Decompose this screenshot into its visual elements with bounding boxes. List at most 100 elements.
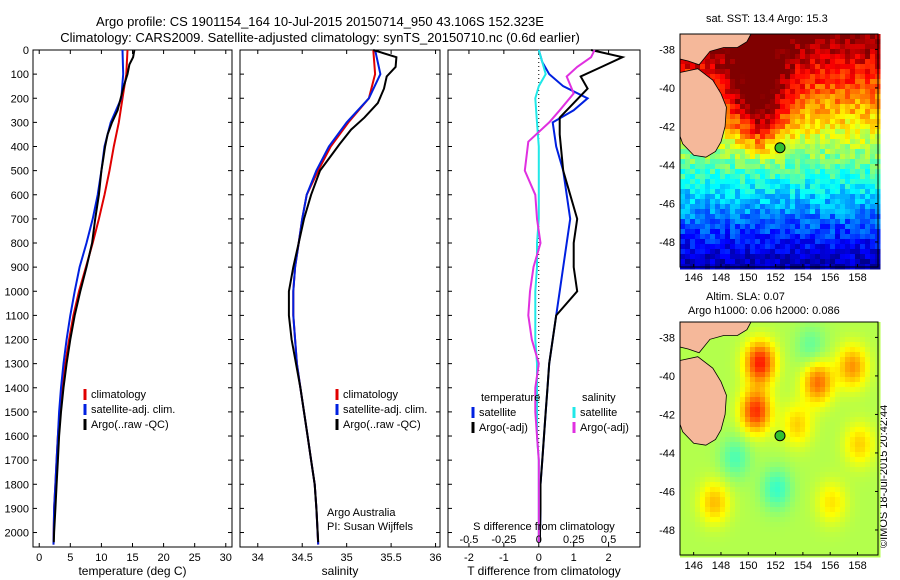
map-cell	[785, 149, 791, 155]
map-cell	[745, 129, 751, 135]
map-cell	[780, 382, 786, 388]
map-cell	[870, 347, 876, 353]
map-cell	[720, 482, 726, 488]
map-cell	[765, 169, 771, 175]
map-cell	[745, 124, 751, 130]
map-cell	[780, 104, 786, 110]
map-cell	[805, 154, 811, 160]
map-cell	[855, 94, 861, 100]
map-cell	[820, 139, 826, 145]
map-cell	[820, 34, 826, 40]
map-cell	[795, 477, 801, 483]
map-cell	[850, 492, 856, 498]
map-cell	[785, 199, 791, 205]
map-cell	[790, 139, 796, 145]
map-cell	[680, 352, 686, 358]
map-cell	[765, 119, 771, 125]
map-cell	[795, 462, 801, 468]
map-cell	[715, 337, 721, 343]
map-xtick-label: 148	[712, 272, 730, 284]
map-cell	[785, 422, 791, 428]
map-cell	[730, 337, 736, 343]
map-cell	[810, 219, 816, 225]
map-cell	[730, 442, 736, 448]
map-cell	[825, 547, 831, 553]
map-cell	[730, 467, 736, 473]
map-cell	[695, 482, 701, 488]
map-cell	[770, 392, 776, 398]
map-cell	[855, 322, 861, 328]
map-cell	[810, 149, 816, 155]
map-cell	[780, 124, 786, 130]
map-cell	[870, 547, 876, 553]
map-cell	[740, 174, 746, 180]
map-cell	[735, 239, 741, 245]
map-cell	[855, 234, 861, 240]
map-cell	[705, 174, 711, 180]
map-cell	[700, 239, 706, 245]
map-cell	[830, 522, 836, 528]
map-cell	[685, 457, 691, 463]
map-cell	[815, 347, 821, 353]
map-cell	[680, 194, 686, 200]
map-cell	[860, 432, 866, 438]
map-cell	[855, 427, 861, 433]
map-cell	[810, 477, 816, 483]
salinity-series-argo-raw-qc-	[287, 49, 398, 543]
map-cell	[790, 254, 796, 260]
map-cell	[730, 249, 736, 255]
map-cell	[790, 422, 796, 428]
map-cell	[805, 372, 811, 378]
map-cell	[785, 377, 791, 383]
map-cell	[775, 234, 781, 240]
map-cell	[800, 417, 806, 423]
map-cell	[690, 507, 696, 513]
map-cell	[825, 517, 831, 523]
tasmania-land	[679, 68, 727, 158]
map-cell	[855, 119, 861, 125]
map-cell	[765, 214, 771, 220]
map-cell	[830, 99, 836, 105]
map-cell	[850, 397, 856, 403]
map-cell	[820, 477, 826, 483]
map-cell	[840, 34, 846, 40]
map-cell	[685, 492, 691, 498]
map-cell	[780, 477, 786, 483]
map-cell	[775, 327, 781, 333]
map-cell	[830, 244, 836, 250]
map-cell	[860, 447, 866, 453]
map-cell	[750, 119, 756, 125]
map-cell	[745, 159, 751, 165]
map-cell	[760, 507, 766, 513]
map-cell	[860, 114, 866, 120]
map-cell	[730, 367, 736, 373]
map-cell	[755, 209, 761, 215]
map-cell	[770, 124, 776, 130]
map-cell	[800, 84, 806, 90]
map-cell	[735, 407, 741, 413]
map-cell	[720, 382, 726, 388]
map-cell	[820, 244, 826, 250]
map-cell	[715, 174, 721, 180]
temperature-xlabel: temperature (deg C)	[78, 564, 186, 578]
map-cell	[850, 74, 856, 80]
map-cell	[690, 259, 696, 265]
map-cell	[835, 234, 841, 240]
map-cell	[735, 114, 741, 120]
map-cell	[710, 527, 716, 533]
map-cell	[790, 492, 796, 498]
map-cell	[765, 382, 771, 388]
map-cell	[770, 94, 776, 100]
map-cell	[770, 397, 776, 403]
map-cell	[845, 139, 851, 145]
map-cell	[745, 532, 751, 538]
map-cell	[825, 377, 831, 383]
map-cell	[835, 249, 841, 255]
map-cell	[705, 497, 711, 503]
map-cell	[710, 547, 716, 553]
map-cell	[850, 382, 856, 388]
map-cell	[725, 84, 731, 90]
map-cell	[845, 322, 851, 328]
map-cell	[850, 254, 856, 260]
map-cell	[850, 367, 856, 373]
